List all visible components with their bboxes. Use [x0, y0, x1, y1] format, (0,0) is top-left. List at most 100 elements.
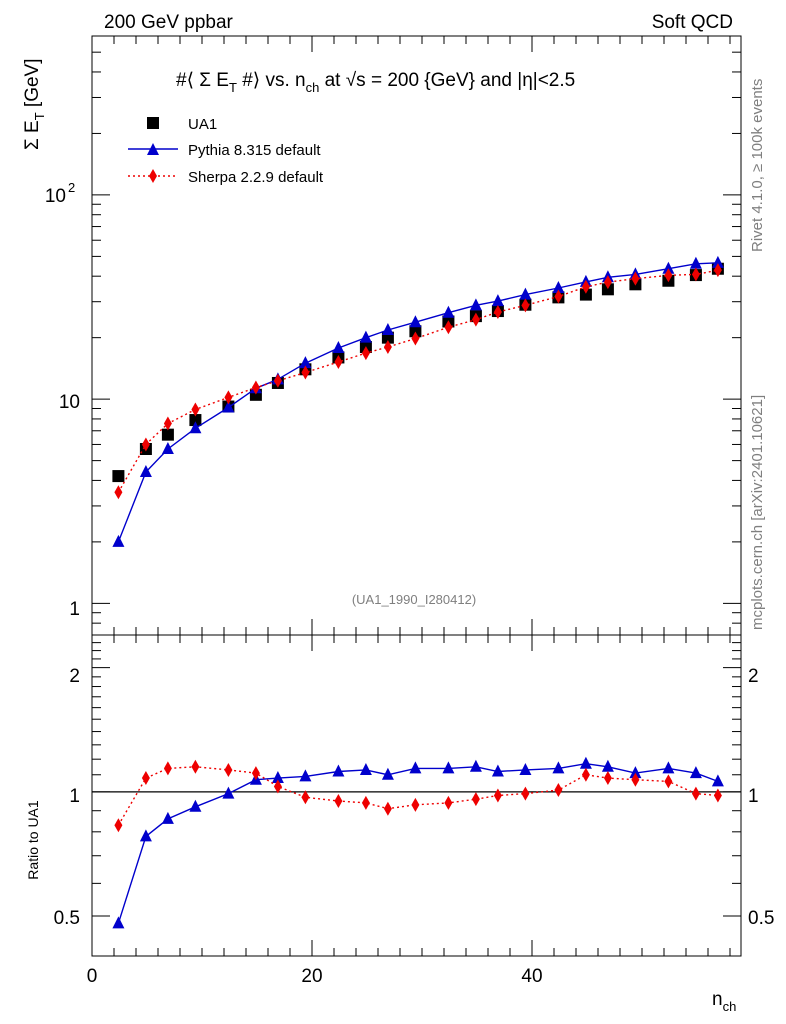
main-title-part2: #⟩ vs. n	[237, 70, 306, 91]
main-y-tick-label-1: 1	[69, 599, 80, 620]
axis-ticks	[91, 35, 741, 957]
ratio-point-pythia-16	[552, 761, 565, 774]
ratio-y-tick-label-right-1: 1	[748, 786, 759, 807]
main-point-sherpa-15	[521, 298, 530, 313]
legend: UA1 Pythia 8.315 default Sherpa 2.2.9 de…	[128, 116, 324, 186]
header-right: Soft QCD	[652, 12, 733, 33]
main-line-pythia	[117, 262, 718, 543]
main-title-part1: #⟨ Σ E	[176, 70, 229, 91]
ratio-point-sherpa-18	[603, 771, 612, 786]
ratio-frame	[91, 634, 742, 957]
ratio-point-pythia-15	[519, 762, 532, 775]
ratio-series-layer	[112, 756, 724, 929]
main-point-sherpa-17	[581, 279, 590, 294]
ratio-point-sherpa-19	[631, 772, 640, 787]
main-point-pythia-13	[469, 298, 482, 311]
ratio-y-tick-label-1: 1	[69, 786, 80, 807]
ratio-point-pythia-19	[629, 766, 642, 779]
main-point-pythia-1	[139, 464, 152, 477]
main-point-sherpa-20	[664, 268, 673, 283]
main-point-pythia-0	[112, 534, 125, 547]
main-ylabel-main: Σ E	[22, 120, 43, 150]
ratio-point-sherpa-0	[114, 818, 123, 833]
ratio-point-sherpa-14	[493, 788, 502, 803]
main-point-sherpa-14	[493, 305, 502, 320]
main-point-ua1-2	[161, 428, 174, 441]
main-point-sherpa-19	[631, 271, 640, 286]
main-point-sherpa-8	[334, 355, 343, 370]
ratio-point-pythia-18	[601, 759, 614, 772]
ratio-point-sherpa-13	[471, 792, 480, 807]
main-point-sherpa-18	[603, 275, 612, 290]
main-ylabel-sub: T	[32, 112, 47, 120]
ratio-point-sherpa-11	[411, 797, 420, 812]
ratio-point-pythia-11	[409, 761, 422, 774]
main-point-pythia-21	[689, 256, 702, 269]
main-title-sub2: ch	[306, 80, 320, 95]
ratio-point-sherpa-20	[664, 774, 673, 789]
main-point-pythia-14	[491, 294, 504, 307]
main-point-sherpa-11	[411, 331, 420, 346]
ratio-point-pythia-4	[222, 786, 235, 799]
main-point-pythia-10	[381, 323, 394, 336]
main-line-sherpa	[117, 269, 719, 493]
x-tick-label-40: 40	[521, 966, 542, 987]
ratio-point-sherpa-1	[141, 771, 150, 786]
ratio-point-pythia-20	[662, 761, 675, 774]
ratio-point-pythia-6	[271, 771, 284, 784]
x-tick-labels: 0 20 40	[87, 966, 543, 987]
ratio-point-pythia-22	[711, 774, 724, 787]
ratio-point-pythia-1	[139, 829, 152, 842]
legend-marker-pythia	[147, 143, 159, 155]
legend-marker-ua1	[147, 117, 159, 129]
mcplots-text: mcplots.cern.ch [arXiv:2401.10621]	[749, 395, 766, 630]
x-axis-label-sub: ch	[723, 999, 737, 1014]
ratio-y-tick-labels-left: 0.5 1 2	[54, 666, 80, 929]
main-series-layer	[112, 255, 724, 547]
main-y-tick-labels: 1 10 10 2	[45, 180, 80, 620]
main-point-pythia-15	[519, 287, 532, 300]
main-y-tick-label-100-exp: 2	[68, 180, 75, 195]
ratio-y-tick-label-0.5: 0.5	[54, 908, 80, 929]
ratio-line-pythia	[117, 762, 719, 924]
main-point-sherpa-12	[444, 320, 453, 335]
ratio-point-pythia-2	[161, 811, 174, 824]
main-y-tick-label-100: 10	[45, 186, 66, 207]
main-point-pythia-22	[711, 255, 724, 268]
main-point-sherpa-7	[301, 365, 310, 380]
legend-label-ua1: UA1	[188, 116, 217, 133]
ratio-point-sherpa-8	[334, 794, 343, 809]
main-ylabel-unit: [GeV]	[22, 58, 43, 112]
main-point-sherpa-22	[713, 263, 722, 278]
ratio-point-pythia-0	[112, 916, 125, 929]
main-point-pythia-4	[222, 400, 235, 413]
rivet-version-text: Rivet 4.1.0, ≥ 100k events	[749, 79, 766, 252]
ratio-point-sherpa-21	[691, 786, 700, 801]
main-point-pythia-11	[409, 315, 422, 328]
ratio-y-tick-label-right-2: 2	[748, 666, 759, 687]
main-point-ua1-18	[601, 283, 614, 296]
main-title-sub1: T	[229, 80, 237, 95]
ratio-point-sherpa-4	[224, 762, 233, 777]
main-point-ua1-17	[579, 288, 592, 301]
header-left: 200 GeV ppbar	[104, 12, 234, 33]
main-point-ua1-3	[189, 414, 202, 427]
main-point-pythia-20	[662, 261, 675, 274]
ratio-point-sherpa-6	[273, 779, 282, 794]
main-title-part3: at √s = 200 {GeV} and |η|<2.5	[319, 70, 575, 91]
ratio-point-sherpa-2	[163, 761, 172, 776]
ratio-point-pythia-13	[469, 759, 482, 772]
ratio-point-pythia-14	[491, 764, 504, 777]
ratio-line-sherpa	[117, 766, 718, 826]
x-axis-label: nch	[712, 989, 736, 1014]
ratio-y-tick-labels-right: 0.5 1 2	[748, 666, 774, 929]
main-point-sherpa-3	[191, 402, 200, 417]
legend-label-pythia: Pythia 8.315 default	[188, 142, 321, 159]
ratio-point-pythia-10	[381, 767, 394, 780]
main-point-ua1-0	[112, 470, 125, 483]
main-point-pythia-3	[189, 421, 202, 434]
ratio-point-sherpa-9	[361, 795, 370, 810]
ratio-y-tick-label-2: 2	[69, 666, 80, 687]
ratio-point-sherpa-10	[383, 801, 392, 816]
